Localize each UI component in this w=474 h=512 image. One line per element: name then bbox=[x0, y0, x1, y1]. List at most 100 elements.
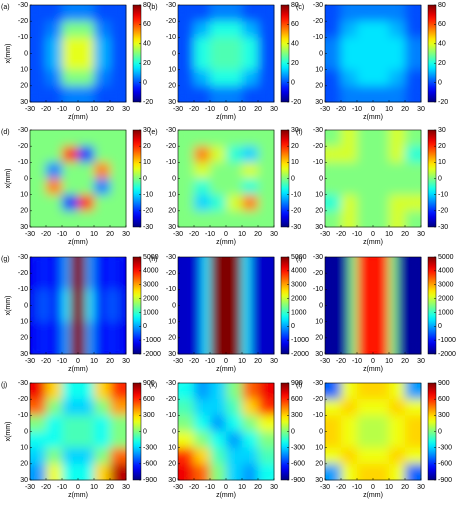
heatmap-cell bbox=[389, 130, 406, 147]
x-axis-label: z(mm) bbox=[363, 366, 383, 373]
y-tick-label: 10 bbox=[315, 445, 323, 452]
x-tick-label: -10 bbox=[57, 231, 67, 238]
colorbar-tick-label: 0 bbox=[291, 323, 295, 330]
heatmap-cell bbox=[78, 162, 95, 179]
panel-label: (a) bbox=[1, 4, 10, 11]
heatmap-cell bbox=[210, 85, 227, 103]
colorbar-tick-label: -300 bbox=[438, 445, 452, 452]
heatmap-cell bbox=[325, 415, 342, 432]
heatmap-cell bbox=[30, 69, 47, 87]
y-tick-label: 30 bbox=[20, 99, 28, 106]
y-tick-label: -30 bbox=[166, 2, 176, 9]
x-tick-label: -20 bbox=[41, 358, 51, 365]
heatmap-cell bbox=[94, 399, 111, 416]
heatmap bbox=[325, 257, 422, 355]
x-tick-label: 30 bbox=[270, 358, 278, 365]
x-tick-label: 0 bbox=[76, 106, 80, 113]
y-tick-label: -30 bbox=[313, 380, 323, 387]
y-tick-label: 20 bbox=[315, 208, 323, 215]
heatmap-cell bbox=[210, 257, 219, 290]
heatmap-cell bbox=[226, 69, 243, 87]
y-tick-label: 10 bbox=[315, 67, 323, 74]
heatmap-cell bbox=[78, 178, 95, 195]
heatmap-cell bbox=[226, 383, 243, 400]
heatmap-cell bbox=[389, 5, 406, 22]
heatmap-cell bbox=[357, 5, 374, 22]
x-tick-label: 20 bbox=[106, 484, 114, 491]
heatmap-cell bbox=[373, 321, 382, 355]
heatmap-cell bbox=[258, 162, 275, 179]
heatmap-cell bbox=[357, 210, 374, 228]
heatmap-cell bbox=[102, 257, 111, 290]
x-axis-label: z(mm) bbox=[216, 239, 236, 246]
x-tick-label: -30 bbox=[173, 106, 183, 113]
heatmap-cell bbox=[62, 178, 79, 195]
heatmap-cell bbox=[226, 5, 243, 22]
colorbar-tick-label: 10 bbox=[143, 159, 151, 166]
colorbar-tick-label: 300 bbox=[291, 412, 303, 419]
heatmap-cell bbox=[373, 85, 390, 103]
heatmap-cell bbox=[242, 69, 259, 87]
heatmap-cell bbox=[250, 321, 259, 355]
heatmap-cell bbox=[178, 130, 195, 147]
heatmap-cell bbox=[178, 210, 195, 228]
heatmap-cell bbox=[78, 289, 87, 322]
panel: (k) -30 -20 -10 0 10 20 30 z(mm) -30 -20 -10 0 10 20 30… bbox=[149, 380, 305, 499]
x-tick-label: 30 bbox=[122, 484, 130, 491]
colorbar-tick-label: 20 bbox=[438, 60, 446, 67]
heatmap-cell bbox=[405, 447, 422, 465]
heatmap-cell bbox=[46, 53, 63, 70]
colorbar bbox=[280, 4, 290, 103]
panel: (c) -30 -20 -10 0 10 20 30 z(mm) -30 -20 -10 0 10 20 30… bbox=[296, 2, 448, 121]
x-axis-label: z(mm) bbox=[216, 366, 236, 373]
y-tick-label: -30 bbox=[166, 254, 176, 261]
heatmap-cell bbox=[30, 85, 47, 103]
heatmap-cell bbox=[30, 257, 39, 290]
panel: (l) -30 -20 -10 0 10 20 30 z(mm) -30 -20 -10 0 10 20 30… bbox=[296, 380, 452, 499]
heatmap-cell bbox=[178, 146, 195, 163]
heatmap-cell bbox=[30, 415, 47, 432]
heatmap-cell bbox=[110, 146, 127, 163]
heatmap-cell bbox=[78, 53, 95, 70]
heatmap-cell bbox=[30, 463, 47, 481]
heatmap-cell bbox=[242, 257, 251, 290]
heatmap-cell bbox=[258, 37, 275, 54]
x-tick-label: 30 bbox=[122, 106, 130, 113]
colorbar-tick-label: 30 bbox=[438, 127, 446, 134]
heatmap-cell bbox=[405, 289, 414, 322]
heatmap-cell bbox=[373, 69, 390, 87]
heatmap-cell bbox=[62, 85, 79, 103]
x-tick-label: -10 bbox=[57, 484, 67, 491]
heatmap-cell bbox=[357, 447, 374, 465]
heatmap-cell bbox=[226, 257, 235, 290]
heatmap-cell bbox=[30, 447, 47, 465]
heatmap-cell bbox=[373, 194, 390, 212]
heatmap bbox=[325, 5, 422, 103]
heatmap-cell bbox=[341, 399, 358, 416]
heatmap-cell bbox=[258, 210, 275, 228]
heatmap-cell bbox=[405, 85, 422, 103]
x-tick-label: -10 bbox=[205, 106, 215, 113]
heatmap-cell bbox=[94, 37, 111, 54]
heatmap-cell bbox=[110, 321, 119, 355]
heatmap-cell bbox=[242, 289, 251, 322]
heatmap-cell bbox=[110, 289, 119, 322]
heatmap-cell bbox=[194, 399, 211, 416]
heatmap-cell bbox=[373, 162, 390, 179]
y-tick-label: -30 bbox=[313, 2, 323, 9]
heatmap-cell bbox=[110, 178, 127, 195]
heatmap-cell bbox=[210, 415, 227, 432]
heatmap-cell bbox=[78, 415, 95, 432]
heatmap-cell bbox=[226, 399, 243, 416]
x-tick-label: 20 bbox=[254, 231, 262, 238]
colorbar-tick-label: 0 bbox=[143, 79, 147, 86]
heatmap-cell bbox=[373, 130, 390, 147]
y-tick-label: 20 bbox=[315, 83, 323, 90]
x-tick-label: 10 bbox=[238, 484, 246, 491]
y-tick-label: 0 bbox=[24, 302, 28, 309]
heatmap-cell bbox=[242, 5, 259, 22]
heatmap-cell bbox=[46, 21, 63, 38]
colorbar bbox=[427, 256, 437, 355]
heatmap-cell bbox=[389, 447, 406, 465]
